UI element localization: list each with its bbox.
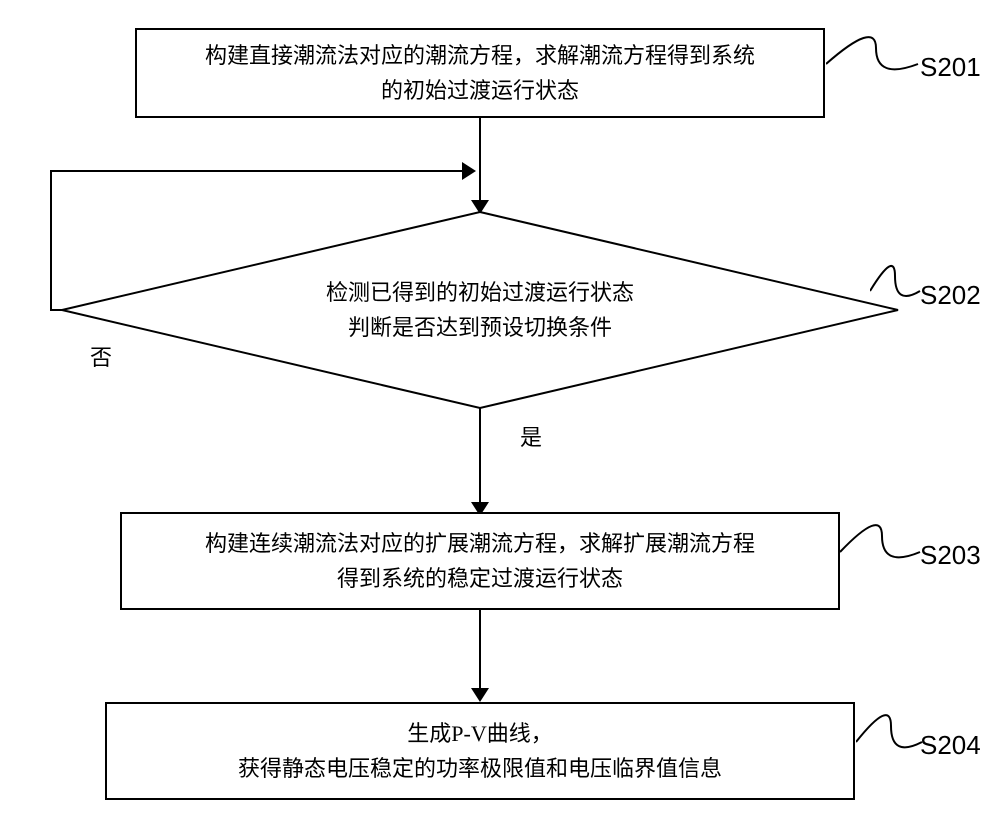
s201-line1: 构建直接潮流法对应的潮流方程，求解潮流方程得到系统 [205, 38, 755, 73]
connector-curve-icon [840, 518, 924, 578]
step-label-s202: S202 [920, 280, 981, 311]
connector-curve-icon [826, 30, 920, 90]
step-s204-box: 生成P-V曲线， 获得静态电压稳定的功率极限值和电压临界值信息 [105, 702, 855, 800]
no-loop-h2 [50, 170, 466, 172]
s202-line1: 检测已得到的初始过渡运行状态 [326, 275, 634, 310]
step-label-s203: S203 [920, 540, 981, 571]
s204-line2: 获得静态电压稳定的功率极限值和电压临界值信息 [238, 751, 722, 786]
s203-line2: 得到系统的稳定过渡运行状态 [205, 561, 755, 596]
connector-curve-icon [856, 708, 930, 768]
step-s202-diamond: 检测已得到的初始过渡运行状态 判断是否达到预设切换条件 [60, 210, 900, 410]
step-label-s204: S204 [920, 730, 981, 761]
no-loop-v [50, 170, 52, 311]
no-loop-h1 [50, 309, 64, 311]
s201-line2: 的初始过渡运行状态 [205, 73, 755, 108]
arrowhead-icon [462, 162, 476, 180]
arrow-s202-s203 [479, 408, 481, 506]
s203-line1: 构建连续潮流法对应的扩展潮流方程，求解扩展潮流方程 [205, 526, 755, 561]
arrowhead-icon [471, 688, 489, 702]
s202-line2: 判断是否达到预设切换条件 [326, 310, 634, 345]
flowchart-container: 构建直接潮流法对应的潮流方程，求解潮流方程得到系统 的初始过渡运行状态 检测已得… [0, 0, 1000, 822]
step-s203-box: 构建连续潮流法对应的扩展潮流方程，求解扩展潮流方程 得到系统的稳定过渡运行状态 [120, 512, 840, 610]
step-label-s201: S201 [920, 52, 981, 83]
step-s201-box: 构建直接潮流法对应的潮流方程，求解潮流方程得到系统 的初始过渡运行状态 [135, 28, 825, 118]
s204-line1: 生成P-V曲线， [238, 716, 722, 751]
arrow-s203-s204 [479, 610, 481, 692]
branch-label-yes: 是 [520, 420, 542, 452]
arrow-s201-s202 [479, 118, 481, 204]
branch-label-no: 否 [90, 340, 112, 372]
